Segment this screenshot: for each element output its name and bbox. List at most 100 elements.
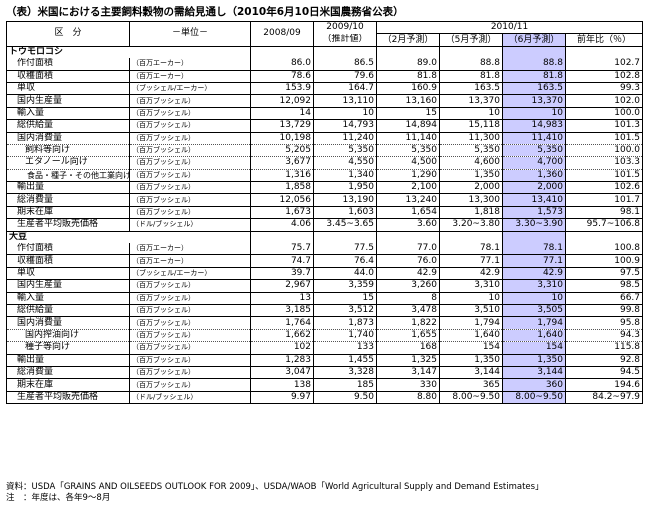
value-cell: 77.1	[502, 254, 566, 268]
value-cell: 5,350	[439, 144, 503, 158]
row-unit: （ブッシェル/エーカー）	[129, 82, 251, 96]
row-unit: （百万ブッシェル）	[129, 144, 251, 158]
value-cell: 10	[502, 292, 566, 306]
value-cell: 13,160	[376, 94, 440, 108]
value-cell: 11,240	[313, 132, 377, 145]
value-cell: 14	[250, 107, 314, 121]
row-label: 単収	[6, 267, 130, 281]
value-cell: 100.9	[564, 254, 644, 268]
value-cell: 3.45~3.65	[313, 218, 377, 232]
row-label: エタノール向け	[6, 156, 130, 170]
row-unit: （百万ブッシェル）	[129, 279, 251, 293]
value-cell: 81.8	[439, 70, 503, 83]
value-cell: 3,512	[313, 304, 377, 318]
value-cell: 77.5	[313, 243, 377, 256]
value-cell: 13,190	[313, 193, 377, 207]
value-cell: 1,350	[502, 354, 566, 367]
row-unit: （ドル/ブッシェル）	[129, 391, 251, 405]
value-cell: 79.6	[313, 70, 377, 83]
supply-demand-table: 区 分 －単位－ 2008/09 2009/10 2010/11 （推計値） （…	[6, 20, 644, 405]
value-cell: 1,640	[502, 329, 566, 343]
value-cell: 1,822	[376, 316, 440, 330]
value-cell: 1,350	[439, 169, 503, 183]
value-cell: 5,350	[502, 144, 566, 158]
value-cell: 88.8	[439, 58, 503, 71]
value-cell: 13,240	[376, 193, 440, 207]
value-cell: 3.30~3.90	[502, 218, 566, 232]
value-cell: 78.1	[502, 243, 566, 256]
value-cell: 13,410	[502, 193, 566, 207]
table-row: 総供給量 （百万ブッシェル） 13,729 14,793 14,894 15,118 14,…	[6, 119, 644, 133]
row-unit: （百万エーカー）	[129, 243, 251, 256]
value-cell: 330	[376, 378, 440, 392]
value-cell: 8.00~9.50	[439, 391, 503, 405]
value-cell: 100.0	[564, 107, 644, 121]
value-cell: 15	[376, 107, 440, 121]
row-label: 期末在庫	[6, 206, 130, 220]
row-unit: （百万エーカー）	[129, 70, 251, 83]
table-row: 生産者平均販売価格 （ドル/ブッシェル） 4.06 3.45~3.65 3.60 3.20…	[6, 218, 644, 232]
table-row: 作付面積 （百万エーカー） 75.7 77.5 77.0 78.1 78.1 100.8	[6, 243, 644, 256]
row-unit: （ブッシェル/エーカー）	[129, 267, 251, 281]
row-label: 食品・種子・その他工業向け	[6, 169, 130, 183]
value-cell: 360	[502, 378, 566, 392]
row-label: 生産者平均販売価格	[6, 391, 130, 405]
row-label: 作付面積	[6, 243, 130, 256]
value-cell: 1,455	[313, 354, 377, 367]
value-cell: 3,478	[376, 304, 440, 318]
value-cell: 103.3	[564, 156, 644, 170]
row-unit: （百万ブッシェル）	[129, 119, 251, 133]
row-unit: （百万ブッシェル）	[129, 107, 251, 121]
col-header-2009: 2009/10	[313, 20, 377, 34]
value-cell: 42.9	[376, 267, 440, 281]
value-cell: 95.7~106.8	[564, 218, 644, 232]
value-cell: 4,550	[313, 156, 377, 170]
value-cell: 3,359	[313, 279, 377, 293]
value-cell: 78.6	[250, 70, 314, 83]
value-cell: 1,673	[250, 206, 314, 220]
value-cell: 74.7	[250, 254, 314, 268]
value-cell: 1,764	[250, 316, 314, 330]
row-label: 国内消費量	[6, 316, 130, 330]
value-cell: 3,677	[250, 156, 314, 170]
row-unit: （百万ブッシェル）	[129, 292, 251, 306]
value-cell: 92.8	[564, 354, 644, 367]
table-row: 国内消費量 （百万ブッシェル） 1,764 1,873 1,822 1,794 1,794 9…	[6, 316, 644, 330]
value-cell: 1,340	[313, 169, 377, 183]
value-cell: 88.8	[502, 58, 566, 71]
value-cell: 3,047	[250, 366, 314, 380]
table-row: エタノール向け （百万ブッシェル） 3,677 4,550 4,500 4,600 4,70…	[6, 156, 644, 170]
row-label: 総供給量	[6, 304, 130, 318]
value-cell: 12,092	[250, 94, 314, 108]
value-cell: 44.0	[313, 267, 377, 281]
value-cell: 102.7	[564, 58, 644, 71]
value-cell: 4.06	[250, 218, 314, 232]
value-cell: 1,283	[250, 354, 314, 367]
table-row: 生産者平均販売価格 （ドル/ブッシェル） 9.97 9.50 8.80 8.00~9.50…	[6, 391, 644, 405]
value-cell: 81.8	[502, 70, 566, 83]
value-cell: 185	[313, 378, 377, 392]
row-unit: （百万ブッシェル）	[129, 366, 251, 380]
value-cell: 3,310	[439, 279, 503, 293]
table-row: 国内生産量 （百万ブッシェル） 2,967 3,359 3,260 3,310 3,310 9…	[6, 279, 644, 293]
value-cell: 13,300	[439, 193, 503, 207]
fiscal-year-note: 注 ：年度は、各年9～8月	[6, 493, 111, 503]
value-cell: 13,370	[502, 94, 566, 108]
value-cell: 365	[439, 378, 503, 392]
value-cell: 154	[502, 341, 566, 355]
row-unit: （ドル/ブッシェル）	[129, 218, 251, 232]
table-row: 作付面積 （百万エーカー） 86.0 86.5 89.0 88.8 88.8 102.7	[6, 58, 644, 71]
table-row: 輸入量 （百万ブッシェル） 14 10 15 10 10 100.0	[6, 107, 644, 121]
value-cell: 115.8	[564, 341, 644, 355]
col-header-feb: （2月予測）	[376, 33, 440, 47]
value-cell: 9.97	[250, 391, 314, 405]
value-cell: 11,140	[376, 132, 440, 145]
value-cell: 3,510	[439, 304, 503, 318]
value-cell: 100.8	[564, 243, 644, 256]
row-unit: （百万ブッシェル）	[129, 94, 251, 108]
value-cell: 97.5	[564, 267, 644, 281]
row-unit: （百万ブッシェル）	[129, 329, 251, 343]
value-cell: 154	[439, 341, 503, 355]
value-cell: 1,316	[250, 169, 314, 183]
